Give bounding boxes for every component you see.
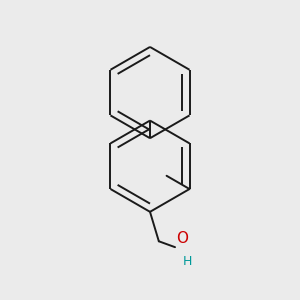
Text: H: H bbox=[182, 254, 192, 268]
Text: O: O bbox=[176, 231, 188, 246]
